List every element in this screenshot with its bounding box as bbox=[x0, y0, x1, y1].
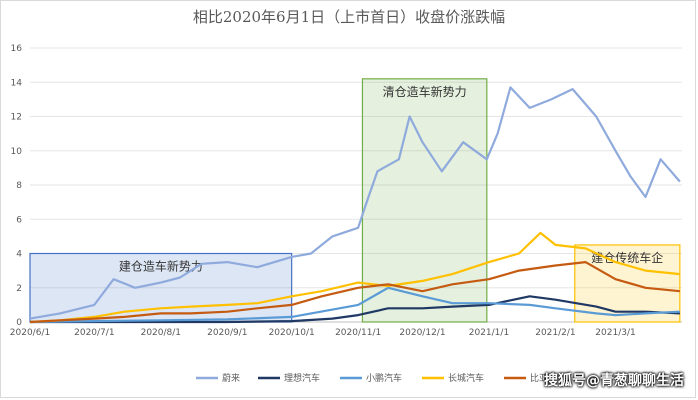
y-tick-label: 14 bbox=[11, 78, 23, 88]
x-tick-label: 2021/2/1 bbox=[535, 328, 575, 338]
y-tick-label: 10 bbox=[11, 147, 23, 157]
legend-entry: 理想汽车 bbox=[284, 372, 320, 384]
y-tick-label: 0 bbox=[16, 318, 22, 328]
series-line-1 bbox=[30, 295, 680, 324]
series-line-4 bbox=[29, 261, 681, 324]
x-tick-label: 2020/12/1 bbox=[399, 328, 445, 338]
legend-entry: 长城汽车 bbox=[448, 372, 484, 384]
x-tick-label: 2020/8/1 bbox=[141, 328, 181, 338]
x-tick-label: 2020/11/1 bbox=[335, 328, 381, 338]
y-tick-label: 6 bbox=[16, 215, 22, 225]
x-tick-label: 2020/10/1 bbox=[269, 328, 315, 338]
y-tick-label: 2 bbox=[16, 284, 22, 294]
y-tick-label: 16 bbox=[11, 44, 23, 54]
annotation-label-1: 清仓造车新势力 bbox=[383, 84, 467, 99]
y-tick-label: 12 bbox=[11, 113, 22, 123]
series-line-0 bbox=[29, 86, 681, 320]
y-tick-label: 8 bbox=[16, 181, 22, 191]
series-line-2 bbox=[29, 286, 680, 324]
x-tick-label: 2020/9/1 bbox=[207, 328, 247, 338]
legend-entry: 蔚来 bbox=[222, 372, 240, 384]
annotation-label-2: 建仓传统车企 bbox=[591, 250, 663, 265]
legend: 蔚来 理想汽车 小鹏汽车 长城汽车 比亚迪 bbox=[196, 372, 557, 384]
x-tick-label: 2020/6/1 bbox=[10, 328, 50, 338]
y-tick-label: 4 bbox=[16, 250, 22, 260]
series-lines bbox=[29, 86, 681, 324]
x-tick-label: 2020/7/1 bbox=[74, 328, 114, 338]
chart-title: 相比2020年6月1日（上市首日）收盘价涨跌幅 bbox=[192, 8, 506, 26]
watermark: 搜狐号@青葱聊聊生活 bbox=[544, 373, 684, 389]
legend-entry: 比亚迪 bbox=[530, 372, 557, 384]
series-line-3 bbox=[29, 231, 681, 324]
axis-labels: 0 2 4 6 8 10 12 14 16 2020/6/1 2020/7/1 2020/8/1 202… bbox=[10, 44, 636, 338]
annotation-label-0: 建仓造车新势力 bbox=[119, 259, 203, 274]
legend-entry: 小鹏汽车 bbox=[366, 372, 402, 384]
x-tick-label: 2021/3/1 bbox=[595, 328, 635, 338]
x-tick-label: 2021/1/1 bbox=[469, 328, 509, 338]
